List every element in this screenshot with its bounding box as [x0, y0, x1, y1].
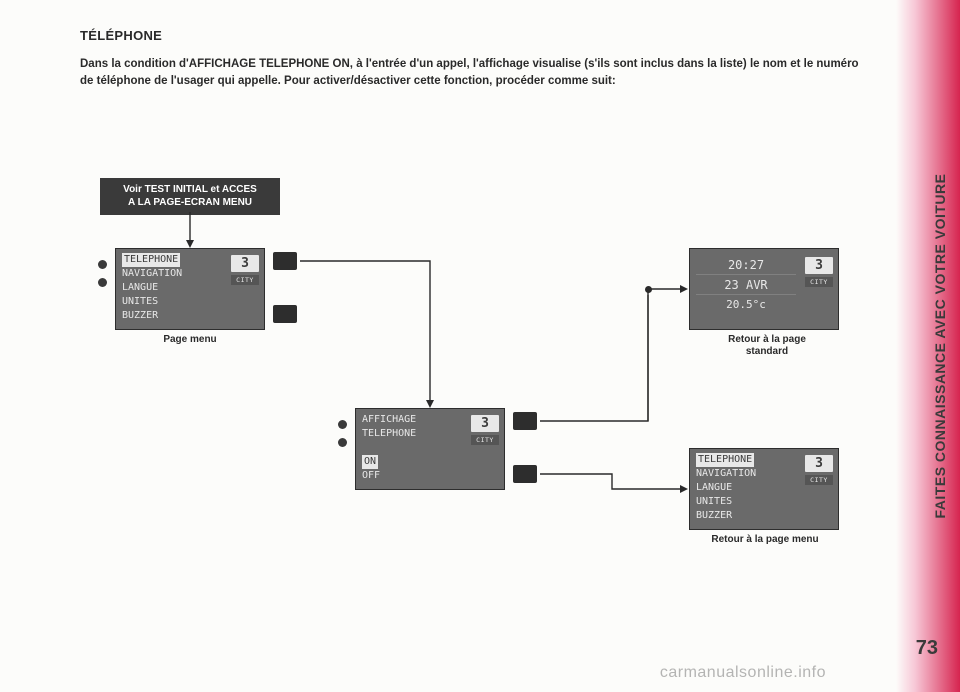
selector-dot	[338, 420, 347, 429]
gear-indicator: 3	[471, 415, 499, 432]
std-temp: 20.5°c	[696, 295, 796, 315]
mode-button[interactable]	[513, 465, 537, 483]
lcd-line: UNITES	[122, 295, 226, 309]
gear-indicator: 3	[805, 455, 833, 472]
mode-button[interactable]	[273, 252, 297, 270]
flow-junction	[645, 286, 652, 293]
lcd-line: UNITES	[696, 495, 800, 509]
caption-back-menu: Retour à la page menu	[700, 534, 830, 546]
side-tab: FAITES CONNAISSANCE AVEC VOTRE VOITURE 7…	[896, 0, 960, 692]
caption-std: Retour à la page standard	[712, 334, 822, 357]
caption-menu: Page menu	[155, 334, 225, 346]
selector-dot	[98, 278, 107, 287]
city-indicator: CITY	[805, 277, 833, 287]
selector-dot	[338, 438, 347, 447]
std-time: 20:27	[696, 255, 796, 275]
lcd-line: BUZZER	[696, 509, 800, 523]
mode-button[interactable]	[513, 412, 537, 430]
lcd-line: BUZZER	[122, 309, 226, 323]
callout-line1: Voir TEST INITIAL et ACCES	[108, 184, 272, 197]
gear-indicator: 3	[805, 257, 833, 274]
city-indicator: CITY	[805, 475, 833, 485]
std-date: 23 AVR	[696, 275, 796, 295]
lcd-line: TELEPHONE	[696, 453, 800, 467]
lcd-line: NAVIGATION	[122, 267, 226, 281]
lcd-line: TELEPHONE	[362, 427, 466, 441]
page: TÉLÉPHONE Dans la condition d'AFFICHAGE …	[0, 0, 896, 692]
lcd-line: AFFICHAGE	[362, 413, 466, 427]
lcd-menu: TELEPHONENAVIGATIONLANGUEUNITESBUZZER 3 …	[115, 248, 265, 330]
gear-indicator: 3	[231, 255, 259, 272]
lcd-line: NAVIGATION	[696, 467, 800, 481]
lcd-line: LANGUE	[696, 481, 800, 495]
lcd-standard: 20:27 23 AVR 20.5°c 3 CITY	[689, 248, 839, 330]
watermark: carmanualsonline.info	[660, 664, 826, 682]
city-indicator: CITY	[471, 435, 499, 445]
side-tab-label: FAITES CONNAISSANCE AVEC VOTRE VOITURE	[932, 174, 948, 519]
callout-line2: A LA PAGE-ECRAN MENU	[108, 197, 272, 210]
lcd-line: OFF	[362, 469, 466, 483]
selector-dot	[98, 260, 107, 269]
lcd-line: TELEPHONE	[122, 253, 226, 267]
lcd-line: LANGUE	[122, 281, 226, 295]
section-heading: TÉLÉPHONE	[80, 28, 162, 43]
lcd-line: ON	[362, 455, 466, 469]
city-indicator: CITY	[231, 275, 259, 285]
lcd-back-menu: TELEPHONENAVIGATIONLANGUEUNITESBUZZER 3 …	[689, 448, 839, 530]
callout-initial: Voir TEST INITIAL et ACCES A LA PAGE-ECR…	[100, 178, 280, 215]
body-text: Dans la condition d'AFFICHAGE TELEPHONE …	[80, 56, 860, 89]
mode-button[interactable]	[273, 305, 297, 323]
lcd-submenu: AFFICHAGETELEPHONE ONOFF 3 CITY	[355, 408, 505, 490]
page-number: 73	[916, 637, 938, 660]
